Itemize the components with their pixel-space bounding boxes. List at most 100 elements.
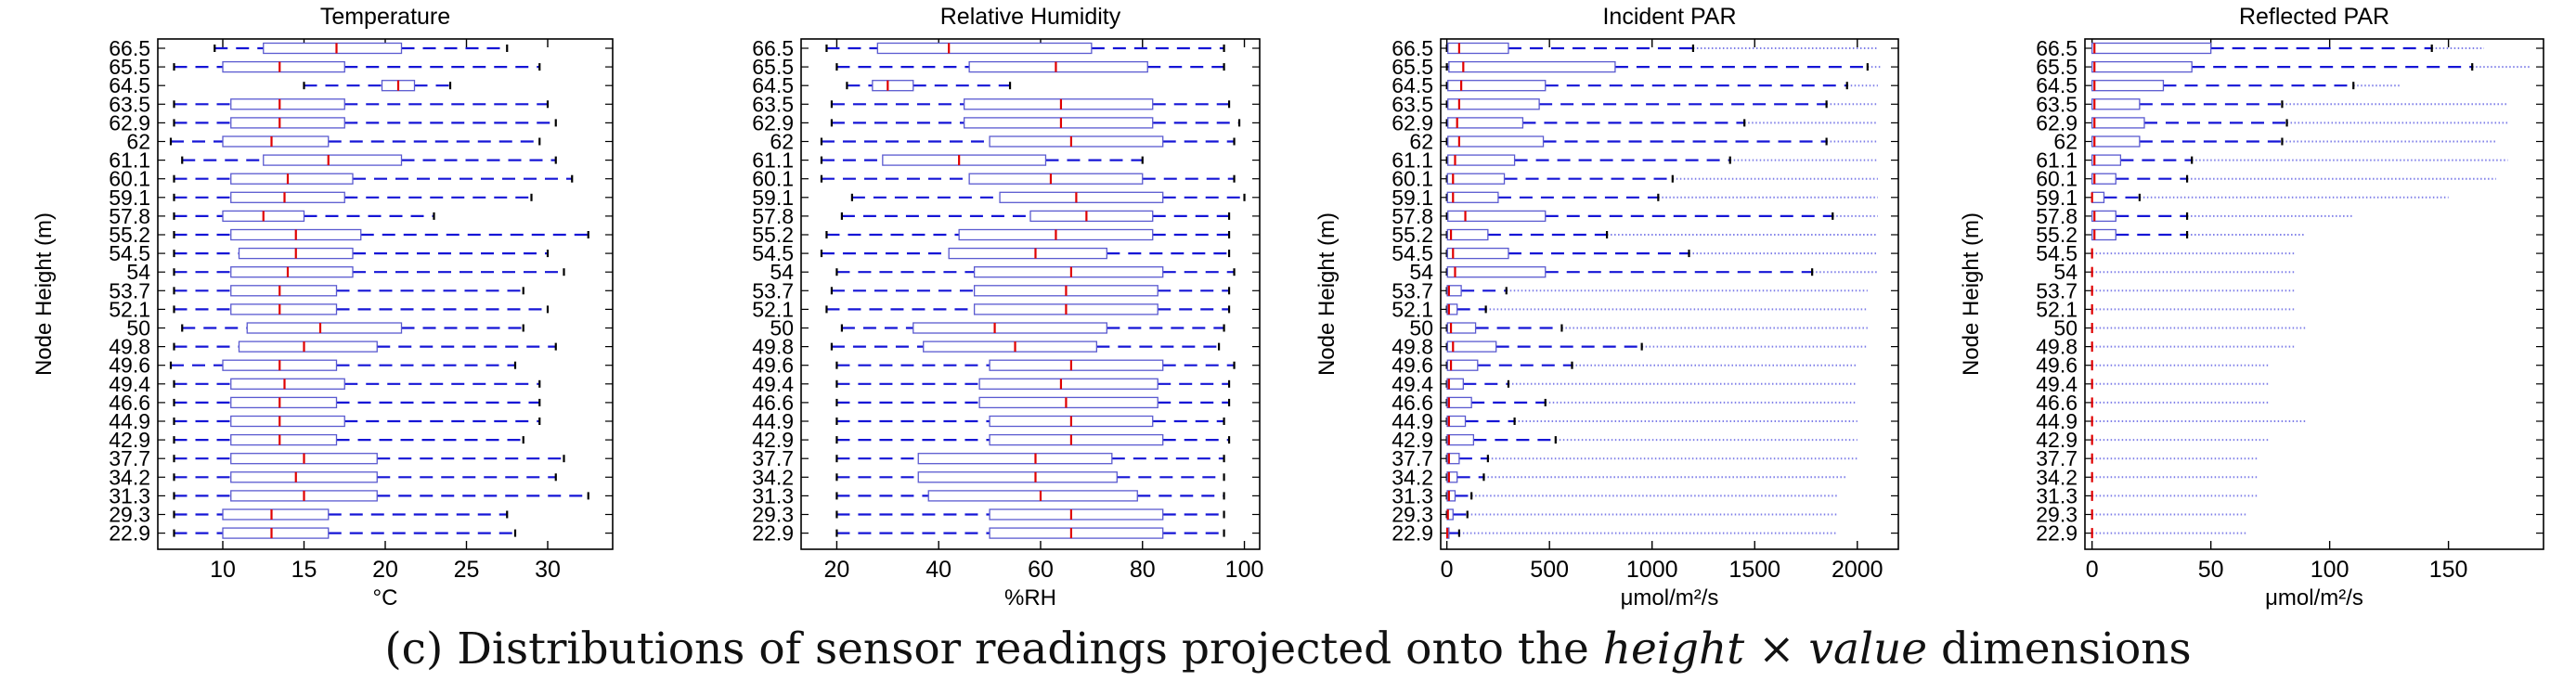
y-tick-label: 59.1 <box>752 186 794 210</box>
y-tick-label: 60.1 <box>109 167 150 191</box>
y-tick-label: 61.1 <box>752 148 794 173</box>
y-tick-label: 66.5 <box>109 36 150 60</box>
y-tick-label: 49.6 <box>752 353 794 378</box>
y-tick-label: 44.9 <box>109 409 150 433</box>
iqr-box <box>1446 285 1462 297</box>
iqr-box <box>230 98 345 110</box>
y-tick-label: 49.8 <box>1392 335 1433 359</box>
y-tick-label: 63.5 <box>1392 92 1433 116</box>
y-tick-label: 66.5 <box>2036 36 2078 60</box>
y-tick-label: 46.6 <box>752 391 794 415</box>
figure-caption: (c) Distributions of sensor readings pro… <box>0 623 2576 675</box>
y-tick-label: 54.5 <box>1392 241 1433 265</box>
y-tick-label: 42.9 <box>1392 428 1433 452</box>
panel-title: Relative Humidity <box>940 4 1121 30</box>
iqr-box <box>1447 135 1545 148</box>
y-tick-label: 57.8 <box>752 204 794 228</box>
iqr-box <box>1447 80 1547 92</box>
panel-1: Temperature 10 15 20 25 30 °C Node Height (m) 66… <box>32 4 614 610</box>
caption-suffix: dimensions <box>1927 623 2192 675</box>
y-tick-label: 42.9 <box>109 428 150 452</box>
x-axis-label: μmol/m²/s <box>2265 585 2363 610</box>
iqr-box <box>230 303 338 315</box>
y-tick-label: 65.5 <box>1392 55 1433 79</box>
iqr-box <box>1446 322 1477 334</box>
y-tick-label: 60.1 <box>2036 167 2078 191</box>
iqr-box <box>948 247 1107 260</box>
y-tick-label: 50 <box>126 316 150 341</box>
iqr-box <box>230 396 338 409</box>
y-tick-label: 62 <box>2053 130 2078 154</box>
x-tick-label: 1000 <box>1626 557 1678 583</box>
y-tick-label: 55.2 <box>2036 223 2078 247</box>
y-tick-label: 50 <box>2053 316 2078 341</box>
iqr-box <box>978 378 1159 390</box>
y-tick-label: 64.5 <box>109 73 150 97</box>
y-tick-label: 22.9 <box>2036 521 2078 546</box>
iqr-box <box>230 415 345 428</box>
y-tick-label: 66.5 <box>1392 36 1433 60</box>
iqr-box <box>2091 210 2116 223</box>
y-tick-label: 64.5 <box>2036 73 2078 97</box>
iqr-box <box>1446 378 1464 390</box>
y-tick-label: 59.1 <box>1392 186 1433 210</box>
iqr-box <box>230 191 345 203</box>
y-tick-label: 42.9 <box>2036 428 2078 452</box>
y-tick-label: 52.1 <box>752 297 794 321</box>
iqr-box <box>968 60 1148 73</box>
x-axis-label: %RH <box>1004 585 1056 610</box>
iqr-box <box>1447 42 1509 55</box>
iqr-box <box>1446 471 1458 483</box>
iqr-box <box>989 433 1164 446</box>
iqr-box <box>1447 117 1524 129</box>
y-tick-label: 62 <box>770 130 794 154</box>
iqr-box <box>2091 60 2193 73</box>
axes-frame <box>800 38 1261 550</box>
y-tick-label: 44.9 <box>752 409 794 433</box>
x-tick-label: 20 <box>824 557 850 583</box>
x-tick-label: 500 <box>1530 557 1569 583</box>
iqr-box <box>989 359 1164 371</box>
iqr-box <box>222 135 330 148</box>
y-tick-label: 55.2 <box>752 223 794 247</box>
x-tick-label: 100 <box>1225 557 1264 583</box>
y-axis-label: Node Height (m) <box>32 212 57 376</box>
y-tick-label: 31.3 <box>752 483 794 508</box>
iqr-box <box>923 341 1098 353</box>
y-tick-label: 49.4 <box>752 372 794 396</box>
iqr-box <box>2091 154 2122 166</box>
y-tick-label: 37.7 <box>2036 446 2078 470</box>
y-tick-label: 50 <box>770 316 794 341</box>
iqr-box <box>230 471 378 483</box>
y-tick-label: 62.9 <box>752 110 794 135</box>
y-tick-label: 34.2 <box>1392 465 1433 489</box>
iqr-box <box>1446 228 1489 241</box>
iqr-box <box>927 490 1138 502</box>
iqr-box <box>2091 117 2145 129</box>
y-tick-label: 46.6 <box>2036 391 2078 415</box>
iqr-box <box>263 42 403 55</box>
y-tick-label: 59.1 <box>2036 186 2078 210</box>
y-tick-label: 29.3 <box>1392 503 1433 527</box>
iqr-box <box>913 322 1107 334</box>
iqr-box <box>222 508 330 520</box>
y-tick-label: 57.8 <box>2036 204 2078 228</box>
y-tick-label: 54 <box>770 260 794 284</box>
iqr-box <box>1446 173 1506 185</box>
y-tick-label: 49.8 <box>2036 335 2078 359</box>
y-tick-label: 54 <box>1409 260 1433 284</box>
iqr-box <box>1448 60 1616 73</box>
iqr-box <box>2091 191 2105 203</box>
y-tick-label: 60.1 <box>1392 167 1433 191</box>
y-tick-label: 52.1 <box>2036 297 2078 321</box>
iqr-box <box>230 378 345 390</box>
y-tick-label: 46.6 <box>109 391 150 415</box>
y-tick-label: 52.1 <box>109 297 150 321</box>
y-tick-label: 37.7 <box>109 446 150 470</box>
y-tick-label: 37.7 <box>1392 446 1433 470</box>
y-tick-label: 63.5 <box>2036 92 2078 116</box>
y-tick-label: 50 <box>1409 316 1433 341</box>
iqr-box <box>882 154 1047 166</box>
